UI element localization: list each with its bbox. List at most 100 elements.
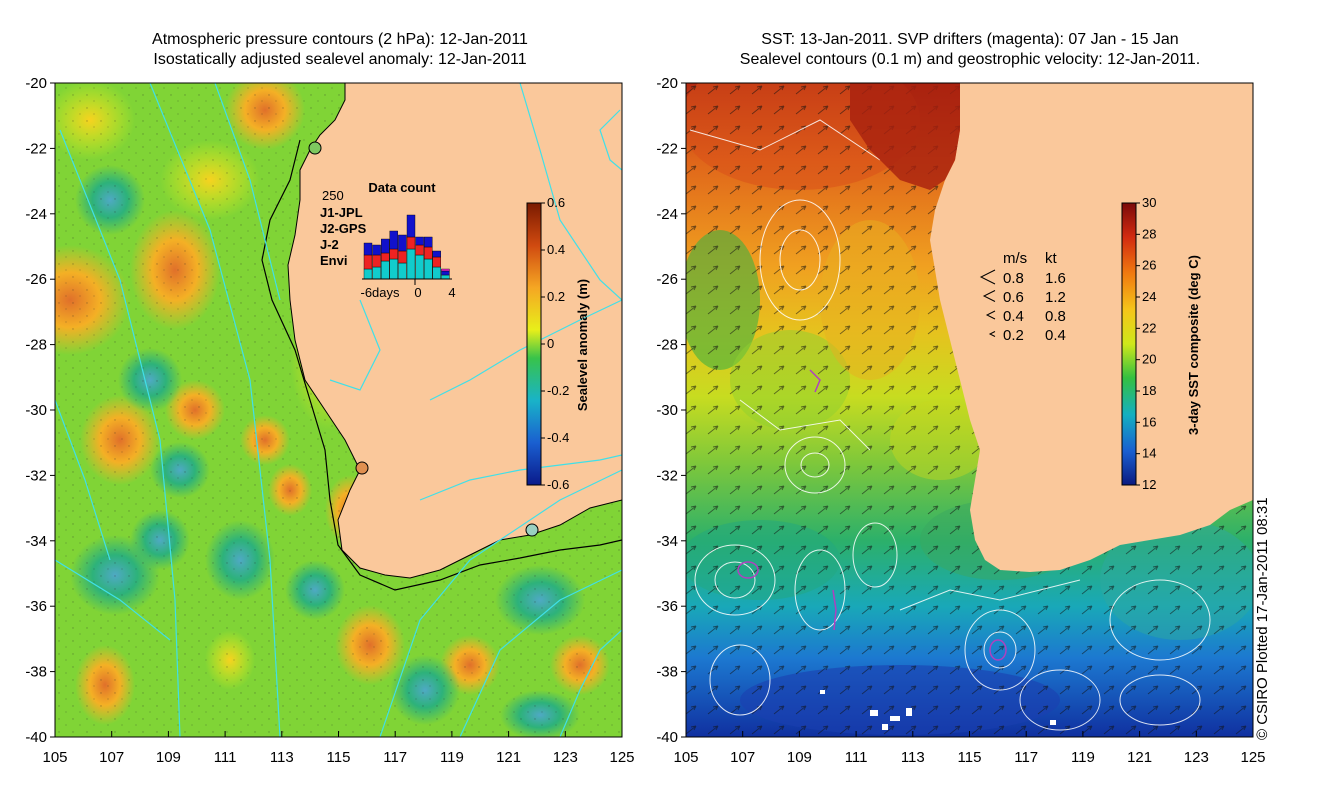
right-lon-tick-label: 117 <box>1014 749 1038 766</box>
left-lat-tick-label: -26 <box>25 271 47 288</box>
left-station-marker-1 <box>308 141 322 155</box>
inset-bar-segment <box>389 230 398 250</box>
inset-bar-segment <box>406 214 416 238</box>
left-lon-tick-label: 111 <box>214 749 237 766</box>
sealevel-contours <box>689 119 1211 731</box>
velocity-legend-rows: 0.8 1.6 0.6 1.2 0.4 0.8 0.2 0.4 <box>979 269 1066 344</box>
sst-colorbar-label: 3-day SST composite (deg C) <box>1186 255 1201 435</box>
sla-colorbar-tick-label: 0 <box>547 336 554 351</box>
right-lat-tick-label: -28 <box>656 337 678 354</box>
sla-colorbar-scale <box>526 202 542 486</box>
right-lon-tick-label: 123 <box>1184 749 1209 766</box>
right-title-line2: Sealevel contours (0.1 m) and geostrophi… <box>739 51 1201 68</box>
velocity-legend-arrow <box>979 269 996 285</box>
velocity-legend: m/s kt 0.8 1.6 0.6 1.2 0.4 0.8 0.2 0.4 <box>979 250 1066 344</box>
inset-bar-segment <box>415 254 424 280</box>
left-lon-tick-label: 113 <box>270 749 294 766</box>
left-longitude-axis: 105 107 109 111 113 115 117 119 121 123 125 <box>42 731 635 766</box>
right-lon-tick-label: 113 <box>901 749 925 766</box>
inset-bar-segment <box>424 246 433 260</box>
left-lat-tick-label: -24 <box>25 206 47 223</box>
left-station-marker-2 <box>355 461 369 475</box>
left-lat-tick-label: -30 <box>25 402 47 419</box>
right-lat-tick-label: -26 <box>656 271 678 288</box>
inset-mission-label: J1-JPL <box>320 205 363 220</box>
left-lon-tick-label: 107 <box>99 749 124 766</box>
velocity-kt-value: 1.6 <box>1045 270 1066 287</box>
sst-colorbar-scale <box>1121 202 1137 486</box>
sla-colorbar-tick-label: -0.6 <box>547 477 569 492</box>
inset-title: Data count <box>368 180 436 195</box>
left-lat-tick-label: -28 <box>25 337 47 354</box>
sla-colorbar-tick-label: 0.4 <box>547 242 565 257</box>
right-lon-tick-label: 121 <box>1127 749 1152 766</box>
left-lon-tick-label: 117 <box>383 749 407 766</box>
left-lat-tick-label: -22 <box>25 140 47 157</box>
velocity-ms-value: 0.6 <box>1003 289 1024 306</box>
right-latitude-axis: -20 -22 -24 -26 -28 -30 -32 -34 -36 -38 -40 <box>656 75 686 746</box>
inset-bar-segment <box>424 258 433 280</box>
left-lon-tick-label: 125 <box>609 749 634 766</box>
right-lat-tick-label: -24 <box>656 206 678 223</box>
right-map-title: SST: 13-Jan-2011. SVP drifters (magenta)… <box>680 30 1260 70</box>
sst-colorbar-tick-label: 14 <box>1142 446 1156 461</box>
inset-bar-segment <box>441 270 450 276</box>
inset-bar-segment <box>398 262 407 280</box>
sst-colorbar-tick-label: 16 <box>1142 414 1156 429</box>
left-isobath-line <box>261 139 622 591</box>
left-lon-tick-label: 123 <box>553 749 578 766</box>
sla-colorbar: 0.6 0.4 0.2 0 -0.2 -0.4 -0.6 Sealevel anomaly … <box>526 195 590 492</box>
inset-bar-segment <box>441 268 450 272</box>
velocity-header-ms: m/s <box>1003 250 1027 267</box>
right-lon-tick-label: 119 <box>1071 749 1095 766</box>
svp-drifter-tracks <box>737 369 1007 661</box>
left-lon-tick-label: 119 <box>440 749 464 766</box>
pressure-contours <box>55 83 622 737</box>
inset-bar-segment <box>441 274 450 280</box>
sst-colorbar-tick-label: 12 <box>1142 477 1156 492</box>
left-lat-tick-label: -38 <box>25 664 47 681</box>
inset-bar-segment <box>415 236 424 246</box>
inset-bar-segment <box>432 250 441 258</box>
right-map <box>686 83 1253 737</box>
right-lon-tick-label: 115 <box>958 749 982 766</box>
inset-bar-segment <box>363 268 373 280</box>
right-northwest-coast-warm-water <box>850 83 960 190</box>
inset-bar-segment <box>381 238 390 254</box>
inset-mission-label: J-2 <box>320 237 339 252</box>
sst-colorbar-tick-label: 26 <box>1142 258 1156 273</box>
sla-colorbar-tick-label: 0.6 <box>547 195 565 210</box>
left-latitude-axis: -20 -22 -24 -26 -28 -30 -32 -34 -36 -38 -40 <box>25 75 55 746</box>
sst-colorbar-tick-label: 28 <box>1142 226 1156 241</box>
inset-bar-segment <box>372 244 381 256</box>
inset-mission-label: J2-GPS <box>320 221 367 236</box>
sla-colorbar-tick-label: 0.2 <box>547 289 565 304</box>
inset-bar-segment <box>398 234 407 252</box>
right-lat-tick-label: -20 <box>656 75 678 92</box>
inset-bar-segment <box>398 250 407 264</box>
sst-colorbar-tick-label: 30 <box>1142 195 1156 210</box>
right-lat-tick-label: -38 <box>656 664 678 681</box>
velocity-kt-value: 1.2 <box>1045 289 1066 306</box>
inset-bar-segment <box>415 244 424 256</box>
left-lat-tick-label: -40 <box>25 729 47 746</box>
inset-mission-label: Envi <box>320 253 347 268</box>
left-title-line2: Isostatically adjusted sealevel anomaly:… <box>153 51 527 68</box>
right-lon-tick-label: 109 <box>787 749 812 766</box>
velocity-legend-arrow <box>985 310 996 320</box>
sst-colorbar: 30 28 26 24 22 20 18 16 14 12 3-day SST composite… <box>1121 195 1201 492</box>
right-lon-tick-label: 125 <box>1240 749 1265 766</box>
inset-max-label: 250 <box>322 188 344 203</box>
left-lat-tick-label: -34 <box>25 533 47 550</box>
right-lat-tick-label: -40 <box>656 729 678 746</box>
left-lon-tick-label: 105 <box>42 749 67 766</box>
velocity-kt-value: 0.4 <box>1045 327 1066 344</box>
left-station-marker-3 <box>525 523 539 537</box>
sla-colorbar-ticks: 0.6 0.4 0.2 0 -0.2 -0.4 -0.6 <box>541 195 569 492</box>
right-lon-tick-label: 107 <box>730 749 755 766</box>
inset-histogram-bars <box>363 214 450 280</box>
inset-bar-segment <box>424 236 433 248</box>
